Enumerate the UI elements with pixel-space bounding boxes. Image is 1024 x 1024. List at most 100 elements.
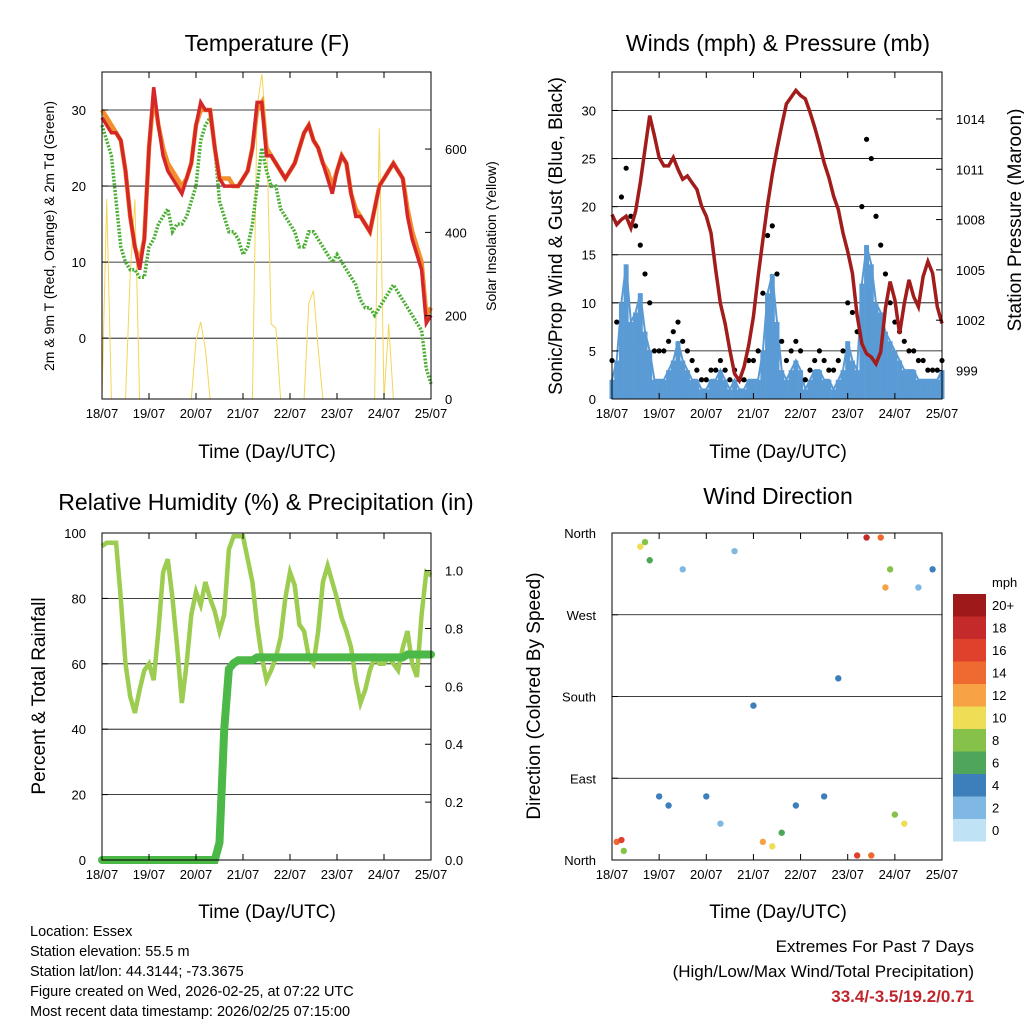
y-tick-label: West — [567, 608, 597, 623]
y-tick-label: 30 — [582, 103, 596, 118]
station-elevation: Station elevation: 55.5 m — [30, 944, 190, 960]
direction-point — [717, 820, 724, 827]
y-tick-label: 10 — [582, 296, 596, 311]
winds-series — [609, 87, 945, 399]
colorbar-level: 16 — [992, 643, 1006, 658]
gust-point — [760, 290, 766, 296]
x-tick-label: 22/07 — [784, 867, 817, 882]
direction-point — [929, 566, 936, 573]
direction-point — [759, 838, 767, 846]
humidity-panel: Relative Humidity (%) & Precipitation (i… — [29, 489, 474, 923]
colorbar-swatch — [953, 774, 986, 797]
temperature-ticks: 18/07 19/07 20/07 21/07 22/07 23/07 24/07 25/07… — [72, 72, 467, 421]
gust-point — [830, 367, 837, 373]
x-tick-label: 21/07 — [227, 867, 260, 882]
y2-tick-label: 0.8 — [445, 621, 463, 636]
colorbar-swatch — [953, 594, 986, 617]
gust-point — [722, 367, 728, 373]
x-tick-label: 20/07 — [180, 406, 213, 421]
gust-point — [623, 165, 629, 171]
temperature-plot-frame — [101, 71, 432, 400]
colorbar-swatch — [953, 706, 986, 729]
direction-xlabel: Time (Day/UTC) — [709, 902, 847, 923]
gust-point — [849, 309, 856, 316]
x-tick-label: 23/07 — [831, 867, 864, 882]
gust-point — [713, 367, 719, 373]
colorbar-level: 12 — [992, 688, 1006, 703]
recent-timestamp: Most recent data timestamp: 2026/02/25 0… — [30, 1004, 351, 1020]
gust-point — [779, 338, 785, 344]
x-tick-label: 23/07 — [831, 406, 864, 421]
winds-ylabel: Sonic/Prop Wind & Gust (Blue, Black) — [546, 77, 567, 395]
x-tick-label: 24/07 — [879, 406, 912, 421]
gust-point — [807, 367, 813, 373]
x-tick-label: 22/07 — [274, 867, 307, 882]
direction-point — [769, 843, 776, 850]
y-tick-label: 5 — [589, 344, 596, 359]
winds-ticks: 18/07 19/07 20/07 21/07 22/07 23/07 24/07 25/07… — [582, 72, 985, 421]
direction-panel: Wind Direction 18/07 19/07 20/07 21/07 22/07… — [524, 483, 1017, 923]
winds-plot-frame — [611, 71, 943, 400]
gust-point — [915, 357, 922, 364]
gust-point — [821, 357, 827, 364]
gust-point — [840, 348, 846, 354]
gust-point — [755, 348, 761, 354]
colorbar-swatch — [953, 661, 986, 684]
y-tick-label: 25 — [582, 152, 596, 167]
dewpoint-line — [100, 112, 433, 385]
x-tick-label: 24/07 — [368, 867, 401, 882]
x-tick-label: 18/07 — [596, 867, 629, 882]
y-tick-label: 20 — [582, 200, 596, 215]
x-tick-label: 21/07 — [737, 867, 770, 882]
gust-point — [929, 367, 936, 373]
gust-point — [769, 223, 775, 229]
direction-point — [665, 802, 672, 809]
gust-point — [816, 348, 823, 354]
gust-point — [812, 357, 818, 364]
winds-panel: Winds (mph) & Pressure (mb) 18/07 19/07 20… — [546, 30, 1024, 463]
gust-point — [868, 155, 874, 162]
direction-point — [835, 675, 842, 682]
colorbar-level: 10 — [992, 711, 1006, 726]
y2-tick-label: 0.0 — [445, 853, 463, 868]
gust-point — [717, 357, 724, 364]
direction-point — [868, 852, 875, 859]
y2-tick-label: 1.0 — [445, 564, 463, 579]
humidity-line — [100, 534, 433, 714]
colorbar-swatch — [953, 616, 986, 639]
direction-point — [891, 811, 899, 818]
direction-point — [853, 852, 861, 859]
station-latlon: Station lat/lon: 44.3144; -73.3675 — [30, 964, 244, 980]
y2-tick-label: 1008 — [956, 213, 985, 228]
direction-point — [703, 793, 710, 800]
extremes-title: Extremes For Past 7 Days — [775, 937, 974, 956]
y-tick-label: 0 — [79, 331, 86, 346]
gust-point — [859, 204, 865, 210]
direction-point — [618, 836, 625, 844]
direction-point — [646, 557, 653, 564]
wind-line — [611, 244, 943, 393]
direction-ylabel: Direction (Colored By Speed) — [524, 572, 545, 819]
gust-point — [887, 300, 893, 306]
gust-point — [689, 357, 695, 364]
gust-point — [878, 242, 884, 248]
y-tick-label: 20 — [72, 179, 86, 194]
gust-point — [826, 367, 832, 373]
direction-point — [750, 702, 757, 709]
y-tick-label: 40 — [72, 722, 86, 737]
temperature-xlabel: Time (Day/UTC) — [198, 442, 336, 463]
colorbar-swatch — [953, 729, 986, 752]
gust-point — [680, 338, 686, 344]
gust-point — [698, 377, 705, 383]
y-tick-label: North — [564, 853, 596, 868]
winds-title: Winds (mph) & Pressure (mb) — [626, 30, 930, 56]
x-tick-label: 20/07 — [690, 406, 723, 421]
gust-point — [675, 319, 681, 325]
gust-point — [774, 271, 780, 277]
temperature-ylabel: 2m & 9m T (Red, Orange) & 2m Td (Green) — [41, 101, 57, 371]
x-tick-label: 21/07 — [737, 406, 770, 421]
y-tick-label: 60 — [72, 657, 86, 672]
gust-point — [802, 377, 808, 383]
gust-point — [835, 357, 841, 364]
